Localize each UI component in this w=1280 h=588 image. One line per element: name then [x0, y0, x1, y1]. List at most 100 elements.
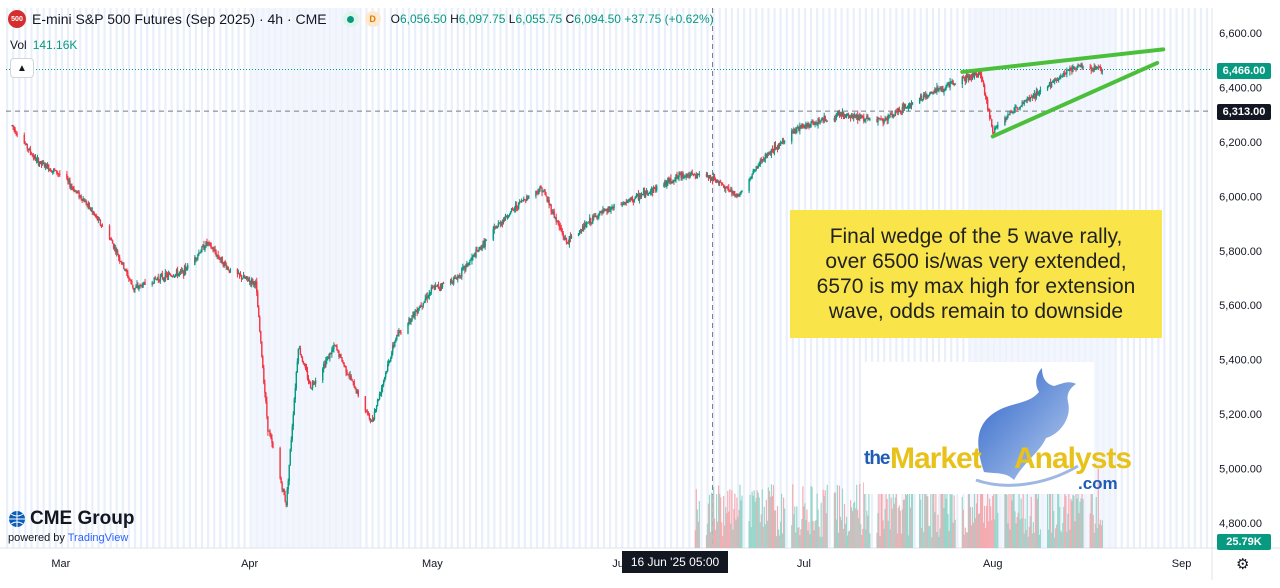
- volume-bar: [869, 533, 871, 548]
- volume-legend[interactable]: Vol 141.16K: [10, 38, 77, 52]
- candle-body: [1072, 66, 1074, 72]
- candle-body: [421, 305, 423, 307]
- volume-bar: [774, 510, 777, 548]
- candle-body: [866, 116, 868, 119]
- candle-body: [940, 88, 942, 91]
- volume-bar: [944, 488, 946, 548]
- y-tick-label: 6,200.00: [1219, 137, 1262, 149]
- candle-body: [835, 114, 838, 119]
- candle-body: [194, 257, 196, 265]
- candle-body: [624, 202, 626, 204]
- annotation-box[interactable]: Final wedge of the 5 wave rally, over 65…: [790, 210, 1162, 338]
- symbol-badge[interactable]: 500: [8, 10, 26, 28]
- candle-body: [733, 191, 735, 195]
- candle-body: [306, 370, 309, 379]
- candle-body: [621, 204, 623, 206]
- volume-bar: [1072, 494, 1074, 548]
- volume-bar: [705, 534, 708, 548]
- candle-body: [369, 418, 372, 422]
- collapse-legend-button[interactable]: ▲: [10, 58, 34, 78]
- candle-body: [412, 311, 414, 316]
- candle-body: [559, 226, 561, 228]
- market-open-icon[interactable]: [342, 11, 359, 27]
- candle-body: [313, 383, 316, 385]
- candle-body: [656, 185, 658, 191]
- candle-body: [755, 166, 757, 170]
- candle-body: [1067, 69, 1069, 71]
- candle-body: [1082, 66, 1084, 68]
- chart-title[interactable]: E-mini S&P 500 Futures (Sep 2025) · 4h ·…: [32, 11, 327, 27]
- candle-body: [954, 84, 956, 86]
- session-band: [1199, 8, 1203, 548]
- candle-body: [727, 187, 729, 189]
- gear-icon[interactable]: ⚙: [1236, 556, 1250, 573]
- session-band: [121, 8, 124, 548]
- data-status-badge[interactable]: D: [364, 11, 381, 27]
- volume-bar: [826, 484, 828, 548]
- candle-body: [1075, 69, 1077, 71]
- candle-body: [497, 223, 500, 227]
- candle-body: [985, 96, 988, 100]
- candle-body: [196, 258, 198, 260]
- annotation-line: wave, odds remain to downside: [828, 300, 1124, 323]
- candle-body: [348, 374, 350, 377]
- candle-body: [633, 198, 636, 202]
- session-band: [548, 8, 551, 548]
- volume-bar: [923, 531, 925, 548]
- candle-body: [1070, 68, 1072, 70]
- volume-bar: [879, 536, 881, 548]
- candle-body: [496, 226, 499, 229]
- candle-body: [41, 162, 44, 165]
- session-band: [188, 8, 191, 548]
- candle-body: [908, 104, 911, 108]
- candle-body: [675, 174, 677, 180]
- session-band: [420, 8, 423, 548]
- candle-body: [248, 280, 251, 282]
- candle-body: [749, 179, 751, 181]
- candle-body: [844, 115, 847, 118]
- candle-body: [919, 95, 922, 98]
- candle-body: [730, 189, 732, 191]
- candle-body: [51, 170, 54, 173]
- candle-body: [455, 277, 457, 279]
- candle-body: [340, 354, 342, 358]
- cme-group-logo[interactable]: CME Group: [8, 508, 135, 530]
- candle-body: [1016, 106, 1018, 109]
- candle-body: [53, 169, 55, 171]
- candle-body: [101, 225, 104, 227]
- session-band: [140, 8, 143, 548]
- volume-bar: [736, 497, 738, 548]
- candle-body: [237, 272, 240, 274]
- candle-body: [91, 211, 93, 213]
- volume-bar: [725, 507, 727, 548]
- candle-body: [263, 368, 265, 384]
- candle-body: [425, 296, 427, 299]
- candle-body: [590, 218, 592, 224]
- session-band: [560, 8, 563, 548]
- chevron-up-icon: ▲: [17, 62, 27, 74]
- candle-body: [667, 178, 669, 183]
- candle-body: [1076, 67, 1078, 70]
- powered-by[interactable]: powered by TradingView: [8, 532, 128, 544]
- ohlc-high-value: 6,097.75: [458, 12, 506, 26]
- tradingview-link[interactable]: TradingView: [67, 532, 129, 544]
- volume-bar: [921, 528, 923, 548]
- candle-body: [199, 252, 201, 254]
- candle-body: [901, 106, 904, 113]
- session-band: [712, 8, 715, 548]
- candle-body: [708, 175, 711, 179]
- volume-bar: [821, 536, 823, 548]
- candle-body: [664, 181, 666, 185]
- candle-body: [1035, 90, 1038, 98]
- candle-body: [1038, 91, 1041, 93]
- candle-body: [611, 206, 613, 209]
- candle-body: [1018, 108, 1020, 110]
- volume-bar: [738, 509, 740, 548]
- candle-body: [246, 276, 249, 280]
- volume-bar: [776, 505, 779, 548]
- candle-body: [44, 163, 47, 167]
- volume-bar: [713, 518, 716, 548]
- candle-body: [286, 489, 288, 506]
- candle-body: [465, 265, 467, 270]
- volume-bar: [833, 492, 835, 548]
